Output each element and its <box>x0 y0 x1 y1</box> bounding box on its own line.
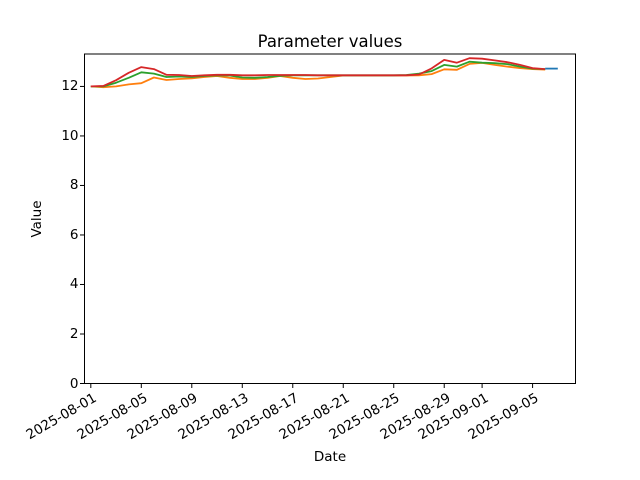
y-tick-label: 8 <box>69 177 79 194</box>
y-tick-label: 12 <box>61 78 79 95</box>
x-axis-label: Date <box>313 449 347 465</box>
y-tick-label: 10 <box>61 127 79 144</box>
y-tick-label: 6 <box>69 226 79 243</box>
chart-title: Parameter values <box>257 32 403 51</box>
axes-spines <box>84 53 576 384</box>
series-line-parameter-orange <box>90 62 546 89</box>
series-line-parameter-red <box>90 57 546 88</box>
series-line-parameter-green <box>90 60 546 88</box>
y-tick-label: 0 <box>69 375 79 392</box>
y-tick-label: 4 <box>69 276 79 293</box>
y-tick-label: 2 <box>69 325 79 342</box>
